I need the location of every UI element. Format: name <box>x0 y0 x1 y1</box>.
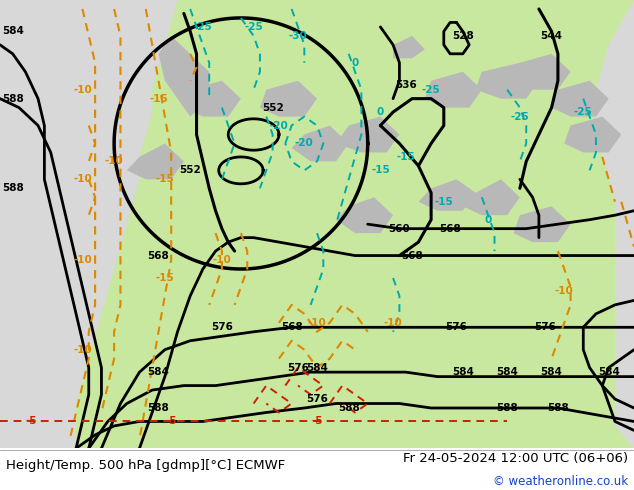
Text: 584: 584 <box>541 367 562 377</box>
Text: -15: -15 <box>371 165 390 175</box>
Text: -10: -10 <box>73 255 92 265</box>
Text: 568: 568 <box>281 322 302 332</box>
Text: 552: 552 <box>262 102 283 113</box>
Text: -15: -15 <box>396 152 415 162</box>
Polygon shape <box>552 81 609 117</box>
Text: -20: -20 <box>295 139 314 148</box>
Text: -10: -10 <box>384 318 403 328</box>
Polygon shape <box>596 0 634 448</box>
Polygon shape <box>158 36 209 117</box>
Text: 576: 576 <box>446 322 467 332</box>
Polygon shape <box>292 125 349 161</box>
Text: 588: 588 <box>148 403 169 413</box>
Text: © weatheronline.co.uk: © weatheronline.co.uk <box>493 475 628 488</box>
Text: 584: 584 <box>2 26 23 36</box>
Polygon shape <box>564 117 621 152</box>
Text: -15: -15 <box>149 94 168 104</box>
Text: -25: -25 <box>244 22 263 32</box>
Text: 576: 576 <box>534 322 556 332</box>
Polygon shape <box>418 179 476 211</box>
Text: -15: -15 <box>155 273 174 283</box>
Text: -25: -25 <box>422 85 441 95</box>
Text: -10: -10 <box>212 255 231 265</box>
Text: 584: 584 <box>148 367 169 377</box>
Text: 568: 568 <box>148 250 169 261</box>
Text: 576: 576 <box>211 322 233 332</box>
Text: 0: 0 <box>484 215 492 225</box>
Text: -5: -5 <box>165 416 177 426</box>
Text: 576: 576 <box>306 394 328 404</box>
Text: -25: -25 <box>574 107 593 117</box>
Text: -25: -25 <box>510 112 529 122</box>
Polygon shape <box>514 206 571 242</box>
Text: 552: 552 <box>179 165 201 175</box>
Text: 576: 576 <box>287 363 309 373</box>
Text: -15: -15 <box>434 197 453 207</box>
Polygon shape <box>0 0 634 448</box>
Text: 560: 560 <box>389 223 410 234</box>
Text: -30: -30 <box>288 31 307 41</box>
Polygon shape <box>184 81 241 117</box>
Text: Height/Temp. 500 hPa [gdmp][°C] ECMWF: Height/Temp. 500 hPa [gdmp][°C] ECMWF <box>6 459 285 471</box>
Text: 588: 588 <box>2 183 23 194</box>
Text: -20: -20 <box>269 121 288 130</box>
Text: 584: 584 <box>598 367 619 377</box>
Text: -5: -5 <box>311 416 323 426</box>
Text: 588: 588 <box>547 403 569 413</box>
Text: 0: 0 <box>377 107 384 117</box>
Text: 584: 584 <box>306 363 328 373</box>
Text: -10: -10 <box>307 318 327 328</box>
Polygon shape <box>514 54 571 90</box>
Polygon shape <box>0 0 178 448</box>
Polygon shape <box>476 63 539 98</box>
Text: -25: -25 <box>193 22 212 32</box>
Text: -10: -10 <box>73 85 92 95</box>
Text: 588: 588 <box>2 94 23 104</box>
Polygon shape <box>425 72 482 108</box>
Text: -10: -10 <box>105 156 124 167</box>
Text: 588: 588 <box>496 403 518 413</box>
Text: 588: 588 <box>338 403 359 413</box>
Text: 536: 536 <box>395 80 417 90</box>
Polygon shape <box>393 36 425 58</box>
Polygon shape <box>127 144 184 179</box>
Polygon shape <box>336 117 399 152</box>
Text: 584: 584 <box>496 367 518 377</box>
Polygon shape <box>336 197 393 233</box>
Text: 584: 584 <box>452 367 474 377</box>
Polygon shape <box>260 81 317 117</box>
Text: -15: -15 <box>155 174 174 184</box>
Text: -10: -10 <box>73 344 92 355</box>
Text: 0: 0 <box>351 58 359 68</box>
Polygon shape <box>463 179 520 215</box>
Text: -10: -10 <box>73 174 92 184</box>
Text: 568: 568 <box>439 223 461 234</box>
Text: Fr 24-05-2024 12:00 UTC (06+06): Fr 24-05-2024 12:00 UTC (06+06) <box>403 452 628 466</box>
Text: 544: 544 <box>541 31 562 41</box>
Text: 568: 568 <box>401 250 423 261</box>
Text: 528: 528 <box>452 31 474 41</box>
Text: -5: -5 <box>26 416 37 426</box>
Text: -10: -10 <box>555 287 574 296</box>
